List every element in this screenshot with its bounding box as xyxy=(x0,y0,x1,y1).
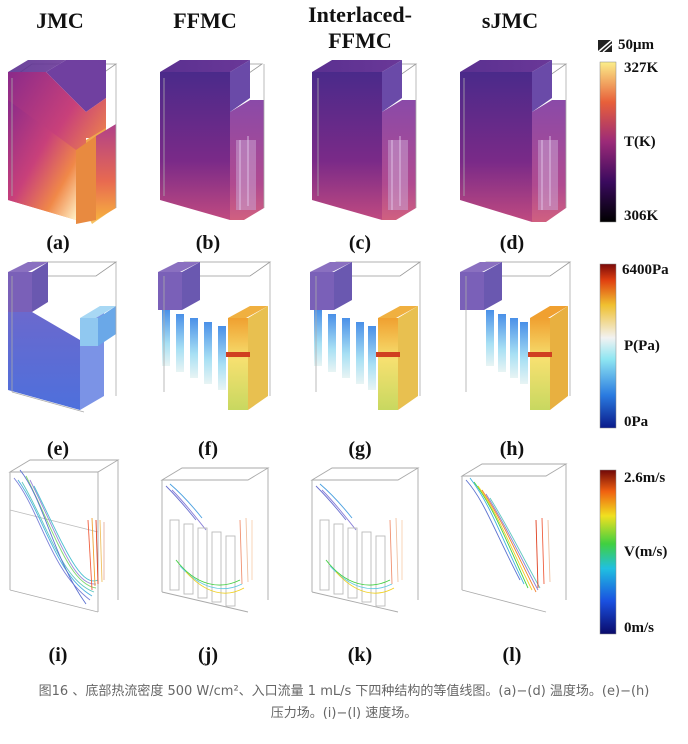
panel-j-velocity-ffmc xyxy=(160,467,270,613)
subfigure-label-b: (b) xyxy=(195,232,221,254)
panel-l-velocity-sjmc xyxy=(460,463,568,613)
panel-k-velocity-interlaced-ffmc xyxy=(310,467,420,613)
colorbar-velocity-min: 0m/s xyxy=(624,620,654,636)
figure-canvas: JMC FFMC Interlaced- FFMC sJMC xyxy=(8,2,617,635)
subfigure-label-l: (l) xyxy=(502,644,522,666)
figure-caption: 图16 、底部热流密度 500 W/cm²、入口流量 1 mL/s 下四种结构的… xyxy=(0,681,688,725)
panel-g-pressure-interlaced-ffmc xyxy=(310,261,422,410)
subfigure-label-e: (e) xyxy=(46,438,70,460)
panel-d-temperature-sjmc xyxy=(460,60,568,222)
column-header-sjmc: sJMC xyxy=(481,8,539,33)
subfigure-label-j: (j) xyxy=(198,644,218,666)
column-header-interlaced-ffmc: Interlaced- FFMC xyxy=(308,2,412,53)
panel-h-pressure-sjmc xyxy=(460,261,572,410)
subfigure-label-k: (k) xyxy=(347,644,373,666)
subfigure-label-a: (a) xyxy=(46,232,70,254)
subfigure-label-g: (g) xyxy=(348,438,372,460)
column-header-jmc: JMC xyxy=(36,8,84,33)
panel-i-velocity-jmc xyxy=(8,459,120,613)
column-header-ffmc: FFMC xyxy=(173,8,237,33)
colorbar-temperature-max: 327K xyxy=(624,60,659,76)
caption-line-2: 压力场。(i)−(l) 速度场。 xyxy=(270,706,418,721)
caption-line-1: 图16 、底部热流密度 500 W/cm²、入口流量 1 mL/s 下四种结构的… xyxy=(38,684,650,699)
panel-e-pressure-jmc xyxy=(8,261,118,413)
colorbar-velocity xyxy=(599,469,617,635)
colorbar-temperature-min: 306K xyxy=(624,208,659,224)
subfigure-label-f: (f) xyxy=(198,438,218,460)
subfigure-label-c: (c) xyxy=(348,232,372,254)
subfigure-label-h: (h) xyxy=(499,438,525,460)
panel-b-temperature-ffmc xyxy=(160,60,265,220)
colorbar-pressure-title: P(Pa) xyxy=(624,338,660,354)
colorbar-temperature-title: T(K) xyxy=(624,134,656,150)
colorbar-pressure-min: 0Pa xyxy=(624,414,649,430)
colorbar-pressure-max: 6400Pa xyxy=(622,262,669,278)
scale-bar xyxy=(597,39,613,53)
subfigure-label-d: (d) xyxy=(499,232,525,254)
panel-f-pressure-ffmc xyxy=(158,261,272,410)
colorbar-temperature xyxy=(599,61,617,223)
colorbar-pressure xyxy=(599,263,617,429)
subfigure-label-i: (i) xyxy=(48,644,68,666)
panel-c-temperature-interlaced-ffmc xyxy=(312,60,418,220)
panel-a-temperature-jmc xyxy=(8,60,118,224)
scale-bar-label: 50μm xyxy=(618,37,654,53)
colorbar-velocity-title: V(m/s) xyxy=(624,544,668,560)
colorbar-velocity-max: 2.6m/s xyxy=(624,470,666,486)
